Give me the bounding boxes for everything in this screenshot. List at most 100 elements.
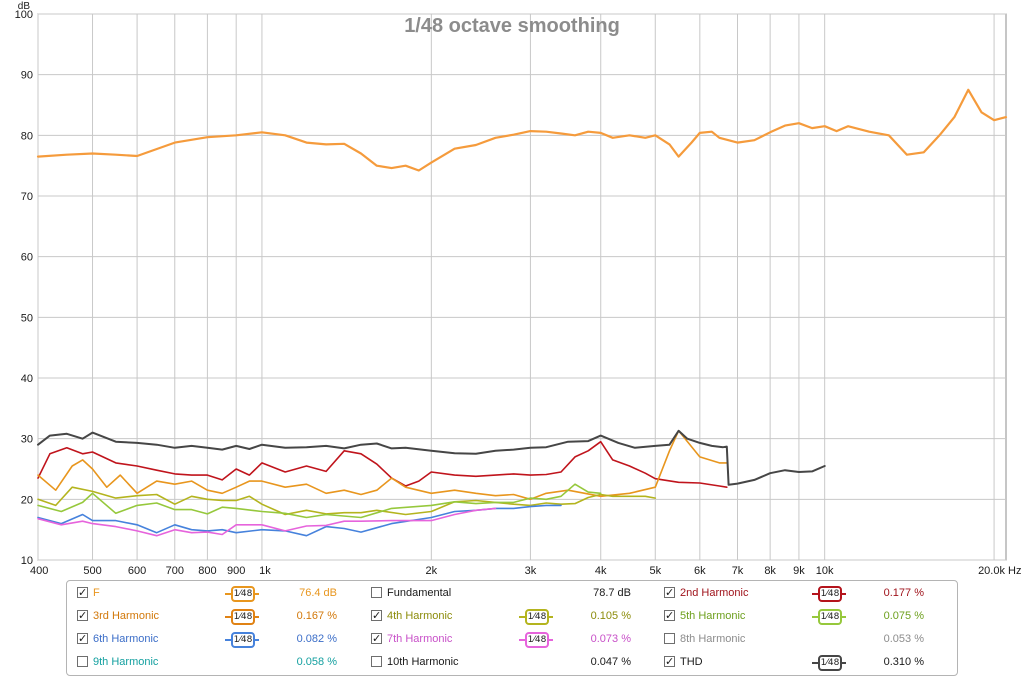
x-tick-label: 7k bbox=[732, 565, 744, 577]
legend-smoothing-button[interactable]: 1⁄48 bbox=[225, 632, 259, 648]
legend-smoothing-button[interactable]: 1⁄48 bbox=[519, 632, 553, 648]
x-tick-label: 10k bbox=[816, 565, 834, 577]
legend-label: F bbox=[93, 587, 100, 599]
x-tick-label: 700 bbox=[166, 565, 184, 577]
legend-checkbox-7th-harmonic[interactable] bbox=[371, 630, 382, 648]
x-tick-label: 600 bbox=[128, 565, 146, 577]
legend-item-2nd-harmonic: 2nd Harmonic 1⁄48 0.177 % bbox=[664, 584, 944, 602]
legend-panel: F 1⁄48 76.4 dB Fundamental 78.7 dB 2nd Harmon… bbox=[66, 580, 958, 676]
legend-label: Fundamental bbox=[387, 587, 452, 599]
legend-smoothing-button[interactable]: 1⁄48 bbox=[225, 586, 259, 602]
plot-grid bbox=[37, 13, 1007, 561]
x-tick-label: 1k bbox=[259, 565, 271, 577]
legend-smoothing-button[interactable]: 1⁄48 bbox=[812, 586, 846, 602]
series-line-3rd-harmonic bbox=[37, 430, 728, 501]
series-layer bbox=[36, 88, 1008, 537]
legend-item-7th-harmonic: 7th Harmonic 1⁄48 0.073 % bbox=[371, 630, 651, 648]
y-tick-label: 30 bbox=[21, 434, 33, 446]
legend-smoothing-button[interactable]: 1⁄48 bbox=[519, 609, 553, 625]
legend-item-thd: THD 1⁄48 0.310 % bbox=[664, 653, 944, 671]
legend-label: 9th Harmonic bbox=[93, 656, 159, 668]
chart-title: 1/48 octave smoothing bbox=[404, 15, 620, 37]
legend-label: 2nd Harmonic bbox=[680, 587, 749, 599]
legend-item-10th-harmonic: 10th Harmonic 0.047 % bbox=[371, 653, 651, 671]
legend-item-8th-harmonic: 8th Harmonic 0.053 % bbox=[664, 630, 944, 648]
legend-checkbox-f[interactable] bbox=[77, 584, 88, 602]
legend-checkbox-thd[interactable] bbox=[664, 653, 675, 671]
series-line-thd bbox=[37, 429, 826, 486]
legend-checkbox-6th-harmonic[interactable] bbox=[77, 630, 88, 648]
legend-value: 0.310 % bbox=[883, 656, 924, 668]
legend-checkbox-fundamental[interactable] bbox=[371, 587, 382, 598]
legend-smoothing-label: 1⁄48 bbox=[818, 655, 842, 671]
legend-value: 0.058 % bbox=[296, 656, 337, 668]
series-line-f bbox=[36, 88, 1008, 172]
x-tick-label: 6k bbox=[694, 565, 706, 577]
y-tick-label: 80 bbox=[21, 130, 33, 142]
x-tick-label: 400 bbox=[30, 565, 48, 577]
legend-smoothing-button[interactable]: 1⁄48 bbox=[812, 655, 846, 671]
legend-value: 78.7 dB bbox=[593, 587, 631, 599]
legend-smoothing-label: 1⁄48 bbox=[231, 609, 255, 625]
legend-label: 3rd Harmonic bbox=[93, 610, 160, 622]
y-tick-label: 70 bbox=[21, 191, 33, 203]
y-tick-label: 60 bbox=[21, 252, 33, 264]
series-line-4th-harmonic bbox=[37, 486, 657, 516]
legend-checkbox-10th-harmonic[interactable] bbox=[371, 656, 382, 667]
x-tick-label: 9k bbox=[793, 565, 805, 577]
legend-label: 10th Harmonic bbox=[387, 656, 459, 668]
legend-checkbox-8th-harmonic[interactable] bbox=[664, 633, 675, 644]
y-tick-label: 20 bbox=[21, 494, 33, 506]
legend-item-6th-harmonic: 6th Harmonic 1⁄48 0.082 % bbox=[77, 630, 357, 648]
legend-smoothing-label: 1⁄48 bbox=[818, 609, 842, 625]
x-tick-label: 8k bbox=[764, 565, 776, 577]
legend-smoothing-label: 1⁄48 bbox=[525, 632, 549, 648]
legend-label: 5th Harmonic bbox=[680, 610, 746, 622]
legend-item-3rd-harmonic: 3rd Harmonic 1⁄48 0.167 % bbox=[77, 607, 357, 625]
legend-value: 0.075 % bbox=[883, 610, 924, 622]
legend-label: THD bbox=[680, 656, 703, 668]
legend-label: 4th Harmonic bbox=[387, 610, 453, 622]
y-tick-label: 90 bbox=[21, 70, 33, 82]
legend-value: 0.073 % bbox=[590, 633, 631, 645]
legend-smoothing-button[interactable]: 1⁄48 bbox=[812, 609, 846, 625]
legend-label: 7th Harmonic bbox=[387, 633, 453, 645]
legend-value: 0.047 % bbox=[590, 656, 631, 668]
x-tick-label: 800 bbox=[198, 565, 216, 577]
x-tick-label: 2k bbox=[426, 565, 438, 577]
legend-value: 0.105 % bbox=[590, 610, 631, 622]
legend-item-fundamental: Fundamental 78.7 dB bbox=[371, 584, 651, 602]
legend-value: 0.053 % bbox=[883, 633, 924, 645]
legend-checkbox-4th-harmonic[interactable] bbox=[371, 607, 382, 625]
legend-checkbox-9th-harmonic[interactable] bbox=[77, 656, 88, 667]
x-tick-label: 5k bbox=[649, 565, 661, 577]
y-tick-label: 100 bbox=[15, 9, 33, 21]
y-tick-label: 40 bbox=[21, 373, 33, 385]
legend-item-9th-harmonic: 9th Harmonic 0.058 % bbox=[77, 653, 357, 671]
legend-item-4th-harmonic: 4th Harmonic 1⁄48 0.105 % bbox=[371, 607, 651, 625]
x-tick-label: 20.0k Hz bbox=[978, 565, 1021, 577]
legend-value: 76.4 dB bbox=[299, 587, 337, 599]
series-line-5th-harmonic bbox=[37, 483, 602, 519]
legend-label: 8th Harmonic bbox=[680, 633, 746, 645]
legend-smoothing-label: 1⁄48 bbox=[231, 632, 255, 648]
legend-checkbox-2nd-harmonic[interactable] bbox=[664, 584, 675, 602]
legend-smoothing-label: 1⁄48 bbox=[525, 609, 549, 625]
legend-label: 6th Harmonic bbox=[93, 633, 159, 645]
legend-value: 0.082 % bbox=[296, 633, 337, 645]
series-line-7th-harmonic bbox=[37, 507, 497, 537]
legend-item-f: F 1⁄48 76.4 dB bbox=[77, 584, 357, 602]
legend-smoothing-label: 1⁄48 bbox=[231, 586, 255, 602]
x-tick-label: 500 bbox=[83, 565, 101, 577]
x-tick-label: 3k bbox=[525, 565, 537, 577]
x-tick-label: 900 bbox=[227, 565, 245, 577]
legend-smoothing-label: 1⁄48 bbox=[818, 586, 842, 602]
plot-frame bbox=[37, 13, 1007, 561]
x-tick-label: 4k bbox=[595, 565, 607, 577]
legend-value: 0.167 % bbox=[296, 610, 337, 622]
legend-smoothing-button[interactable]: 1⁄48 bbox=[225, 609, 259, 625]
legend-checkbox-3rd-harmonic[interactable] bbox=[77, 607, 88, 625]
legend-checkbox-5th-harmonic[interactable] bbox=[664, 607, 675, 625]
